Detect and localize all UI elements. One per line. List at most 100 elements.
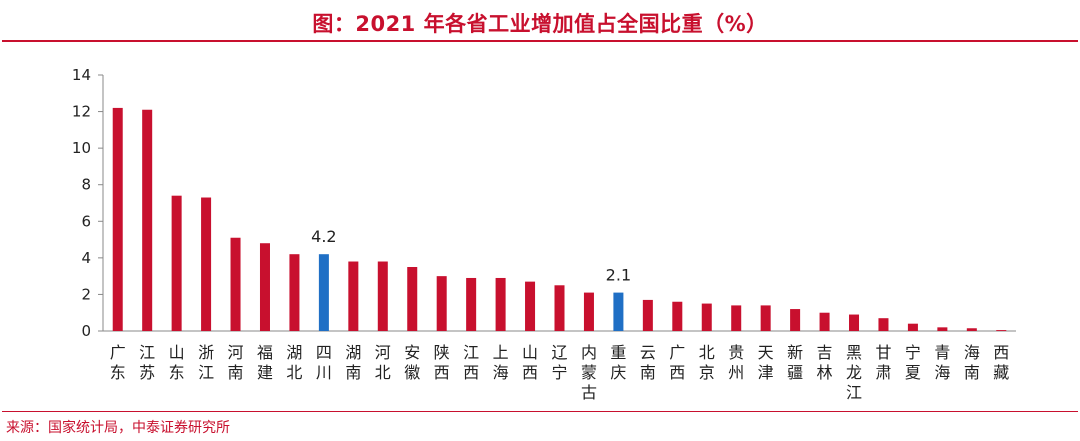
x-tick-label-char: 上	[493, 343, 509, 362]
bar-云南	[642, 299, 653, 331]
x-tick-label-char: 湖	[345, 343, 361, 362]
title-bar: 图：2021 年各省工业增加值占全国比重（%）	[0, 0, 1080, 40]
bar-新疆	[790, 309, 801, 331]
y-tick-label: 14	[72, 66, 91, 84]
data-label: 4.2	[311, 227, 336, 246]
x-tick-label-char: 肃	[875, 363, 891, 382]
x-tick-label-char: 西	[669, 363, 685, 382]
x-tick-label-char: 疆	[787, 363, 803, 382]
x-axis-labels: 广东江苏山东浙江河南福建湖北四川湖南河北安徽陕西江西上海山西辽宁内蒙古重庆云南广…	[110, 343, 1010, 402]
x-tick-label-char: 西	[993, 343, 1009, 362]
bars-group	[112, 107, 1007, 332]
x-tick-label-char: 黑	[846, 343, 862, 362]
x-tick-label-char: 宁	[905, 343, 921, 362]
x-tick-label-char: 东	[110, 363, 126, 382]
x-tick-label-char: 海	[964, 343, 980, 362]
bar-山西	[525, 281, 536, 331]
bar-广东	[112, 107, 123, 332]
data-label: 2.1	[606, 266, 631, 285]
x-tick-label-char: 湖	[286, 343, 302, 362]
x-tick-label-char: 蒙	[581, 363, 597, 382]
bar-广西	[672, 301, 683, 331]
x-tick-label-char: 南	[228, 363, 244, 382]
x-tick-label-char: 海	[934, 363, 950, 382]
y-axis-ticks: 0 2 4 6 8 10 12 14	[72, 66, 103, 340]
bar-天津	[760, 305, 771, 331]
x-tick-label-char: 江	[198, 363, 214, 382]
y-tick-label: 12	[72, 103, 91, 121]
x-tick-label-char: 江	[463, 343, 479, 362]
x-tick-label-char: 南	[345, 363, 361, 382]
x-tick-label-char: 海	[493, 363, 509, 382]
x-tick-label-char: 南	[640, 363, 656, 382]
y-tick-label: 2	[81, 285, 91, 303]
x-tick-label-char: 广	[669, 343, 685, 362]
x-tick-label-char: 宁	[551, 363, 567, 382]
bar-海南	[966, 328, 977, 331]
x-tick-label-char: 北	[375, 363, 391, 382]
x-tick-label-char: 内	[581, 343, 597, 362]
footer-divider	[2, 411, 1078, 412]
x-tick-label-char: 新	[787, 343, 803, 362]
bar-重庆	[613, 292, 624, 331]
x-tick-label-char: 京	[699, 363, 715, 382]
x-tick-label-char: 北	[699, 343, 715, 362]
bar-黑龙江	[849, 314, 860, 331]
x-tick-label-char: 山	[522, 343, 538, 362]
bar-内蒙古	[583, 292, 594, 331]
bar-河南	[230, 237, 241, 331]
bar-江苏	[142, 109, 153, 331]
y-tick-label: 8	[81, 176, 91, 194]
x-tick-label-char: 辽	[551, 343, 567, 362]
x-tick-label-char: 西	[522, 363, 538, 382]
bar-青海	[937, 327, 948, 331]
x-tick-label-char: 古	[581, 383, 597, 402]
x-tick-label-char: 江	[139, 343, 155, 362]
bar-福建	[259, 243, 270, 331]
title-divider	[2, 40, 1078, 42]
x-tick-label-char: 甘	[875, 343, 891, 362]
x-tick-label-char: 川	[316, 363, 332, 382]
bar-贵州	[731, 305, 742, 331]
bar-山东	[171, 195, 182, 331]
x-tick-label-char: 北	[286, 363, 302, 382]
bar-陕西	[436, 276, 447, 331]
x-tick-label-char: 东	[169, 363, 185, 382]
x-tick-label-char: 夏	[905, 363, 921, 382]
bar-安徽	[407, 267, 418, 331]
x-tick-label-char: 苏	[139, 363, 155, 382]
x-tick-label-char: 建	[257, 363, 273, 382]
y-tick-label: 4	[81, 249, 91, 267]
bar-吉林	[819, 312, 830, 331]
x-tick-label-char: 徽	[404, 363, 420, 382]
x-tick-label-char: 安	[404, 343, 420, 362]
x-tick-label-char: 河	[228, 343, 244, 362]
x-tick-label-char: 河	[375, 343, 391, 362]
bar-甘肃	[878, 318, 889, 331]
x-tick-label-char: 江	[846, 383, 862, 402]
x-tick-label-char: 福	[257, 343, 273, 362]
bar-河北	[377, 261, 388, 331]
y-tick-label: 10	[72, 139, 91, 157]
x-tick-label-char: 西	[463, 363, 479, 382]
bar-湖南	[348, 261, 359, 331]
bar-湖北	[289, 254, 300, 331]
x-tick-label-char: 龙	[846, 363, 862, 382]
x-tick-label-char: 云	[640, 343, 656, 362]
x-tick-label-char: 藏	[993, 363, 1009, 382]
x-tick-label-char: 林	[817, 363, 833, 382]
x-tick-label-char: 西	[434, 363, 450, 382]
x-tick-label-char: 陕	[434, 343, 450, 362]
bar-北京	[701, 303, 712, 331]
x-tick-label-char: 重	[610, 343, 626, 362]
data-labels: 4.2 2.1	[311, 227, 631, 284]
bar-宁夏	[907, 323, 918, 331]
x-tick-label-char: 津	[758, 363, 774, 382]
bar-西藏	[996, 330, 1007, 331]
bar-四川	[318, 254, 329, 331]
bar-上海	[495, 277, 506, 331]
x-tick-label-char: 浙	[198, 343, 214, 362]
x-tick-label-char: 青	[934, 343, 950, 362]
x-tick-label-char: 山	[169, 343, 185, 362]
